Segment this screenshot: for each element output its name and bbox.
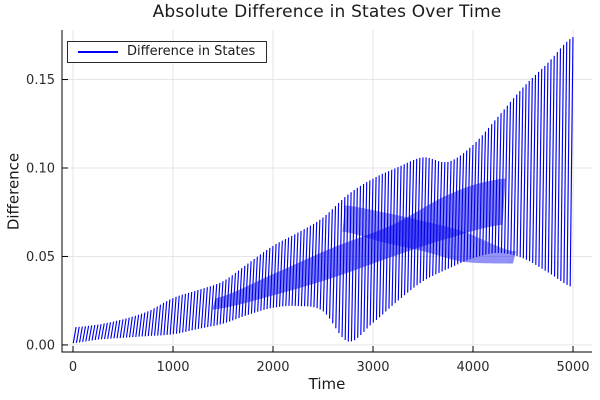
x-tick-label-2000: 2000 — [256, 360, 289, 375]
x-tick-label-0: 0 — [69, 360, 77, 375]
x-axis-label: Time — [308, 375, 346, 393]
legend: Difference in States — [67, 41, 268, 63]
legend-line-sample-icon — [78, 51, 118, 53]
x-tick-label-1000: 1000 — [156, 360, 189, 375]
y-tick-label-0.05: 0.05 — [26, 250, 55, 265]
x-tick-label-5000: 5000 — [556, 360, 589, 375]
legend-entry-label: Difference in States — [127, 43, 256, 59]
chart-title: Absolute Difference in States Over Time — [152, 2, 502, 22]
x-tick-label-3000: 3000 — [356, 360, 389, 375]
y-axis-label: Difference — [4, 152, 23, 231]
y-tick-label-0.15: 0.15 — [26, 73, 55, 88]
y-tick-label-0.00: 0.00 — [26, 338, 55, 353]
series-difference-strokes — [72, 37, 574, 344]
x-tick-label-4000: 4000 — [456, 360, 489, 375]
y-tick-label-0.10: 0.10 — [26, 162, 55, 177]
